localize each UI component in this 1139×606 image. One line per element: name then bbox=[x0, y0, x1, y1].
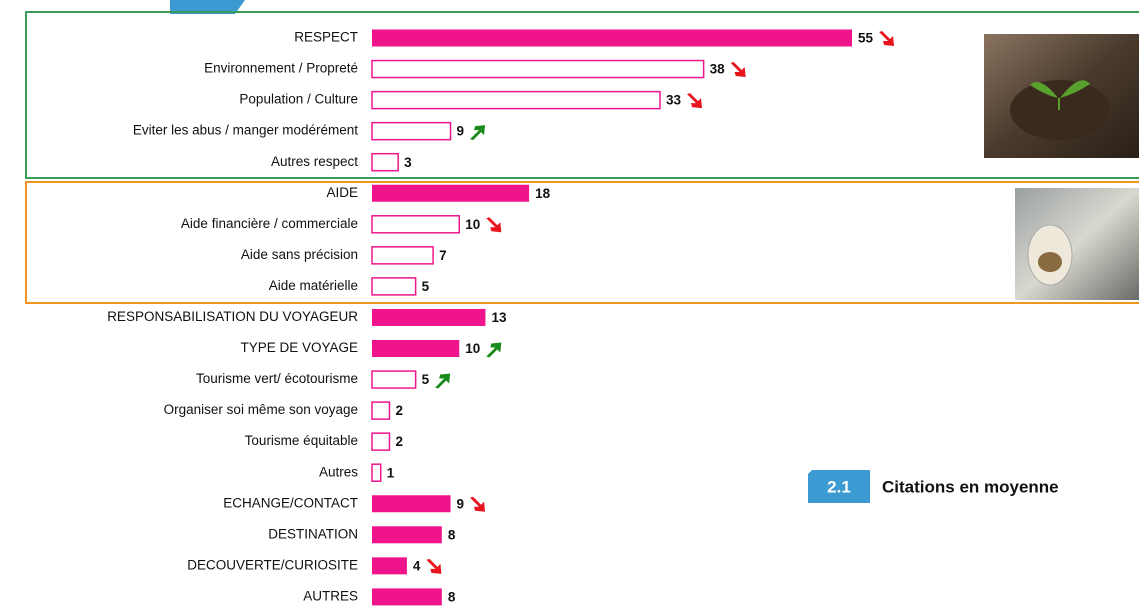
category-label: RESPONSABILISATION DU VOYAGEUR bbox=[107, 309, 358, 324]
category-label: AUTRES bbox=[303, 588, 358, 603]
category-label: Autres bbox=[319, 464, 358, 479]
value-label: 10 bbox=[465, 341, 480, 356]
page: 2.1 Citations en moyenne RESPECT55Enviro… bbox=[0, 0, 1139, 606]
aide-group-box bbox=[26, 182, 1139, 303]
bar bbox=[372, 154, 398, 171]
bar bbox=[372, 123, 451, 140]
trend-arrow-up bbox=[486, 343, 501, 358]
category-label: Tourisme vert/ écotourisme bbox=[196, 371, 358, 386]
bar bbox=[372, 278, 416, 295]
chart: 2.1 Citations en moyenne RESPECT55Enviro… bbox=[0, 0, 1139, 606]
value-label: 5 bbox=[422, 279, 430, 294]
value-label: 9 bbox=[457, 124, 465, 139]
value-label: 55 bbox=[858, 31, 874, 46]
bar bbox=[372, 30, 852, 47]
trend-arrow-down bbox=[470, 497, 485, 512]
bar bbox=[372, 495, 451, 512]
category-label: AIDE bbox=[326, 185, 358, 200]
category-label: Organiser soi même son voyage bbox=[164, 402, 358, 417]
trend-arrow-down bbox=[879, 31, 894, 46]
value-label: 1 bbox=[387, 465, 395, 480]
category-label: Autres respect bbox=[271, 154, 358, 169]
category-label: Aide financière / commerciale bbox=[181, 216, 358, 231]
trend-arrow-up bbox=[470, 125, 485, 140]
bar bbox=[372, 464, 381, 481]
category-label: Aide sans précision bbox=[241, 247, 358, 262]
value-label: 5 bbox=[422, 372, 430, 387]
bar bbox=[372, 371, 416, 388]
bar bbox=[372, 92, 660, 109]
value-label: 8 bbox=[448, 589, 456, 604]
value-label: 33 bbox=[666, 93, 682, 108]
value-label: 9 bbox=[457, 496, 465, 511]
category-label: DESTINATION bbox=[268, 526, 358, 541]
badge-number: 2.1 bbox=[827, 477, 851, 496]
badge-text: Citations en moyenne bbox=[882, 477, 1059, 496]
badge: 2.1 Citations en moyenne bbox=[808, 470, 1059, 503]
category-label: Eviter les abus / manger modérément bbox=[133, 123, 358, 138]
bar bbox=[372, 433, 389, 450]
category-label: Population / Culture bbox=[239, 92, 358, 107]
trend-arrow-down bbox=[731, 62, 746, 77]
bar bbox=[372, 557, 407, 574]
value-label: 3 bbox=[404, 155, 412, 170]
category-label: Environnement / Propreté bbox=[204, 61, 358, 76]
photo-soil bbox=[984, 34, 1139, 158]
bar bbox=[372, 185, 529, 202]
value-label: 10 bbox=[465, 217, 480, 232]
bar bbox=[372, 216, 459, 233]
value-label: 4 bbox=[413, 558, 421, 573]
photo-cup bbox=[1015, 188, 1139, 300]
value-label: 8 bbox=[448, 527, 456, 542]
category-label: RESPECT bbox=[294, 30, 358, 45]
bar bbox=[372, 588, 442, 605]
bar bbox=[372, 61, 704, 78]
value-label: 2 bbox=[395, 403, 403, 418]
category-label: DECOUVERTE/CURIOSITE bbox=[187, 557, 358, 572]
value-label: 38 bbox=[710, 62, 726, 77]
value-label: 18 bbox=[535, 186, 551, 201]
bar bbox=[372, 309, 485, 326]
value-label: 2 bbox=[395, 434, 403, 449]
category-label: ECHANGE/CONTACT bbox=[223, 495, 358, 510]
category-label: TYPE DE VOYAGE bbox=[240, 340, 358, 355]
category-label: Aide matérielle bbox=[269, 278, 358, 293]
trend-arrow-down bbox=[426, 559, 441, 574]
value-label: 13 bbox=[491, 310, 507, 325]
trend-arrow-up bbox=[435, 374, 450, 389]
bar bbox=[372, 526, 442, 543]
category-label: Tourisme équitable bbox=[245, 433, 358, 448]
trend-arrow-down bbox=[486, 217, 501, 232]
bar bbox=[372, 340, 459, 357]
bar bbox=[372, 247, 433, 264]
trend-arrow-down bbox=[687, 93, 702, 108]
value-label: 7 bbox=[439, 248, 447, 263]
bar bbox=[372, 402, 389, 419]
